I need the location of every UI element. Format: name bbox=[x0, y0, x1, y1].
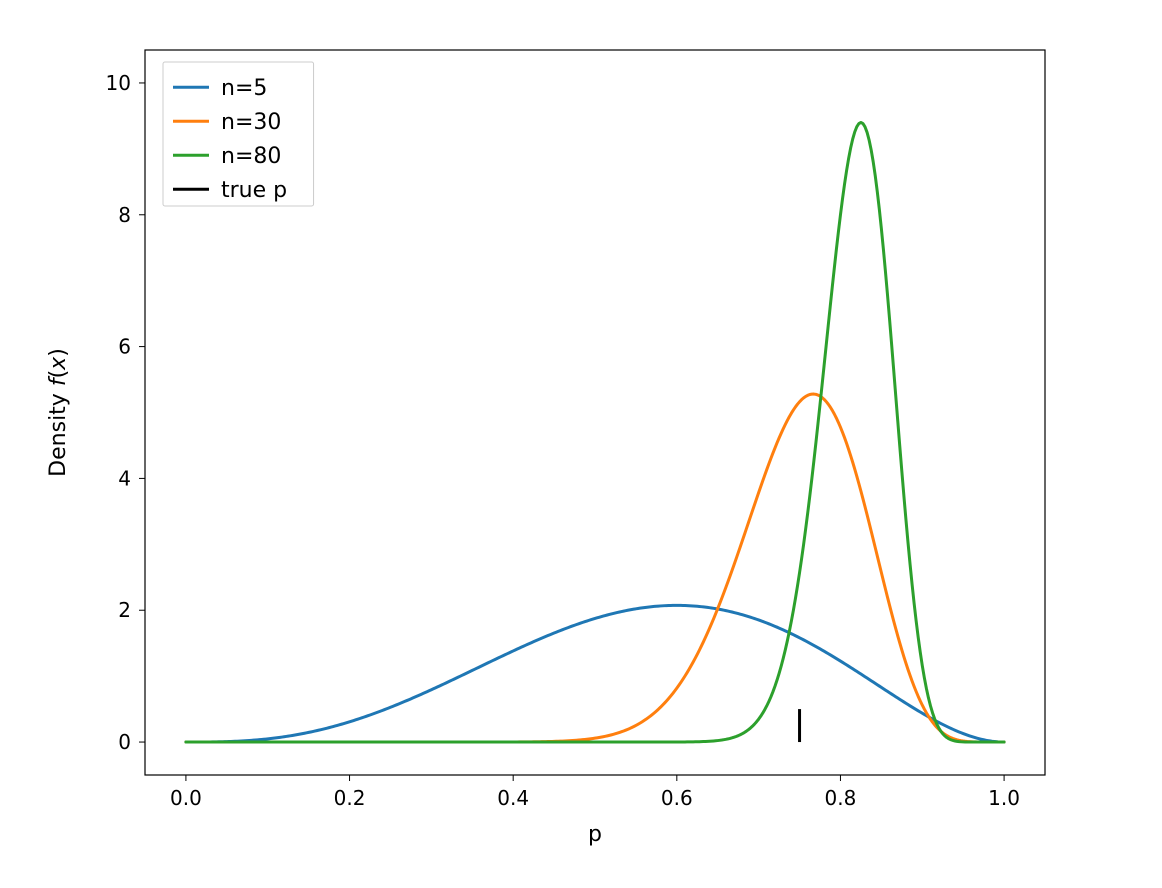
x-tick-label: 0.6 bbox=[661, 786, 693, 810]
density-chart: 0.0 0.2 0.4 0.6 0.8 1.0 0 2 4 6 8 10 p Density f(x) n=… bbox=[0, 0, 1162, 888]
y-tick-label: 6 bbox=[118, 335, 131, 359]
y-tick-label: 4 bbox=[118, 466, 131, 490]
y-tick-label: 8 bbox=[118, 203, 131, 227]
y-tick-label: 0 bbox=[118, 730, 131, 754]
y-tick-label: 2 bbox=[118, 598, 131, 622]
chart-svg: 0.0 0.2 0.4 0.6 0.8 1.0 0 2 4 6 8 10 p Density f(x) n=… bbox=[0, 0, 1162, 888]
x-tick-label: 0.2 bbox=[334, 786, 366, 810]
x-tick-label: 1.0 bbox=[988, 786, 1020, 810]
x-tick-label: 0.0 bbox=[170, 786, 202, 810]
legend-label: n=30 bbox=[221, 110, 281, 135]
x-tick-label: 0.4 bbox=[497, 786, 529, 810]
legend-label: true p bbox=[221, 178, 287, 203]
legend-label: n=80 bbox=[221, 144, 281, 169]
x-tick-label: 0.8 bbox=[825, 786, 857, 810]
legend-label: n=5 bbox=[221, 76, 267, 101]
legend: n=5 n=30 n=80 true p bbox=[163, 62, 314, 206]
y-tick-label: 10 bbox=[106, 71, 131, 95]
x-axis-label: p bbox=[588, 822, 602, 847]
y-axis-label: Density f(x) bbox=[46, 348, 71, 477]
